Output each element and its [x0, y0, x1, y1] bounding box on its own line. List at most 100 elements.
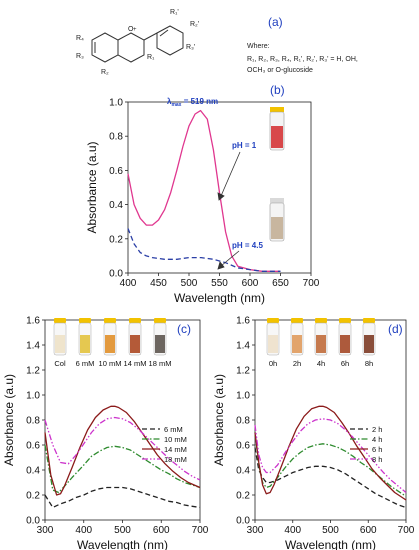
vial-label: 8h	[365, 359, 373, 368]
legend-label: 10 mM	[164, 435, 187, 444]
where-line-1: R₁, R₂, R₃, R₄, R₁', R₂', R₃' = H, OH,	[247, 56, 358, 63]
series-line-14-mm	[44, 405, 201, 496]
vial-solution	[80, 335, 90, 353]
y-tick-label: 0.6	[109, 166, 123, 177]
x-tick-label: 450	[150, 278, 167, 289]
vial-label: 2h	[293, 359, 301, 368]
vial-label: 14 mM	[124, 359, 147, 368]
x-axis-label: Wavelength (nm)	[77, 538, 168, 550]
vial-solution	[316, 335, 326, 353]
vial-solution	[268, 335, 278, 353]
x-tick-label: 500	[322, 525, 339, 536]
arrow-ph1	[220, 151, 241, 197]
sub-r3p: R₃'	[186, 44, 195, 51]
y-tick-label: 0.8	[109, 132, 123, 143]
panel-label-a: (a)	[268, 15, 283, 29]
vial-cap	[315, 318, 327, 323]
vial-label: 4h	[317, 359, 325, 368]
y-tick-label: 0.4	[26, 466, 40, 477]
legend-label: 2 h	[372, 425, 382, 434]
y-tick-label: 1.4	[236, 341, 250, 352]
arrow-head	[217, 261, 225, 270]
panel-c-chart: 300 400 500 600 700 0.0 0.2 0.4 0.6 0.8 1.0 1.2 1.4 1…	[2, 316, 209, 550]
x-tick-label: 400	[284, 525, 301, 536]
vial-solution	[55, 335, 65, 353]
panel-b-chart: 400 450 500 550 600 650 700 0.0 0.2 0.4 0.6 0.8 1.0 W…	[85, 98, 320, 306]
y-tick-label: 0.2	[109, 234, 123, 245]
y-axis-label: Absorbance (a.u)	[2, 374, 16, 466]
panel-b-arrows	[217, 151, 241, 270]
sub-r3: R₃	[76, 53, 84, 60]
x-tick-label: 700	[192, 525, 209, 536]
panel-label-b: (b)	[270, 83, 285, 97]
ring-a	[91, 32, 119, 63]
vial-solution	[130, 335, 140, 353]
x-axis-label: Wavelength (nm)	[174, 291, 265, 305]
ph45-label: pH = 4.5	[232, 241, 263, 250]
series-line-2-h	[254, 447, 407, 509]
vial-cap	[270, 107, 284, 112]
x-tick-label: 300	[247, 525, 264, 536]
where-line-2: OCH₃ or O-glucoside	[247, 67, 313, 74]
panel-label-d: (d)	[388, 322, 403, 336]
vial-cap	[291, 318, 303, 323]
lambda-subscript: max	[171, 102, 181, 108]
plot-frame	[44, 319, 201, 521]
vial-cap	[267, 318, 279, 323]
x-tick-label: 400	[75, 525, 92, 536]
vial-label: 18 mM	[149, 359, 172, 368]
vial-cap	[363, 318, 375, 323]
y-tick-label: 1.0	[236, 391, 250, 402]
vial-cap	[54, 318, 66, 323]
vial-solution-ph45	[271, 217, 283, 239]
ph1-label: pH = 1	[232, 141, 257, 150]
vial-cap	[104, 318, 116, 323]
series-line-18-mm	[44, 416, 201, 481]
sub-r4: R₄	[76, 35, 84, 42]
positive-charge: +	[133, 27, 137, 33]
vial-label: 10 mM	[99, 359, 122, 368]
ring-c	[117, 32, 145, 63]
y-axis-label: Absorbance (a.u)	[85, 141, 99, 233]
vial-cap	[129, 318, 141, 323]
vial-label: Col	[54, 359, 66, 368]
legend-label: 4 h	[372, 435, 382, 444]
x-tick-label: 600	[360, 525, 377, 536]
x-axis-label: Wavelength (nm)	[285, 538, 376, 550]
vial-cap	[270, 198, 284, 203]
sub-r1: R₁	[147, 54, 155, 61]
y-tick-label: 1.6	[26, 316, 40, 327]
series-line-6-h	[254, 405, 407, 501]
legend-label: 6 mM	[164, 425, 183, 434]
legend-label: 18 mM	[164, 455, 187, 464]
vial-solution	[292, 335, 302, 353]
legend-label: 8 h	[372, 455, 382, 464]
panel-a-labels: O + R₁' R₂' R₃' R₄ R₃ R₂ R₁ Where: R₁, R…	[76, 9, 358, 76]
ring-oxygen: O	[128, 26, 134, 33]
y-tick-label: 0.8	[26, 416, 40, 427]
legend-label: 6 h	[372, 445, 382, 454]
x-tick-label: 550	[211, 278, 228, 289]
x-tick-label: 300	[37, 525, 54, 536]
y-tick-label: 1.6	[236, 316, 250, 327]
y-tick-label: 0.4	[109, 200, 123, 211]
lambda-value: = 519 nm	[181, 97, 218, 106]
lambda-symbol: λ	[167, 97, 172, 106]
x-tick-label: 500	[114, 525, 131, 536]
y-tick-label: 0.2	[26, 491, 40, 502]
sub-r1p: R₁'	[170, 9, 179, 16]
vial-solution-ph1	[271, 126, 283, 148]
y-tick-label: 0.6	[26, 441, 40, 452]
y-tick-label: 1.0	[109, 98, 123, 109]
x-tick-label: 600	[153, 525, 170, 536]
vial-solution	[364, 335, 374, 353]
y-tick-label: 0.2	[236, 491, 250, 502]
x-tick-label: 650	[272, 278, 289, 289]
vial-cap	[154, 318, 166, 323]
y-tick-label: 0.8	[236, 416, 250, 427]
panel-d-vials: 0h 2h 4h 6h 8h	[266, 318, 376, 368]
panel-d-chart: 300 400 500 600 700 0.0 0.2 0.4 0.6 0.8 1.0 1.2 1.4 1…	[212, 316, 415, 550]
y-tick-label: 1.4	[26, 341, 40, 352]
vial-cap	[339, 318, 351, 323]
